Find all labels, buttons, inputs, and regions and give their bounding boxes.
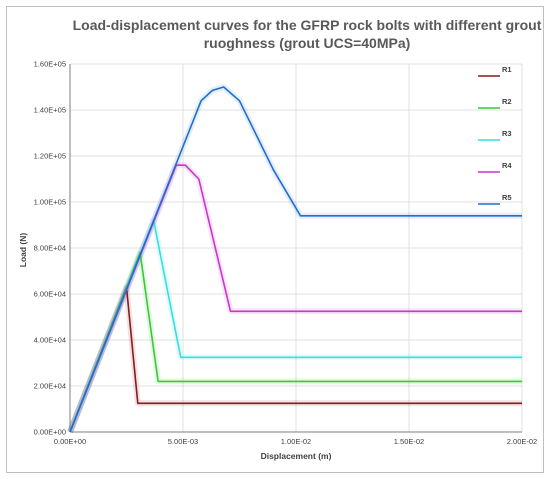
legend: R1 R2 R3 R4 R5 [478,65,512,205]
series-line-r5 [69,86,522,433]
chart-frame [6,6,544,473]
y-tick-label: 8.00E+04 [34,244,66,253]
x-tick-label: 1.50E-02 [394,437,424,446]
legend-label-r2: R2 [502,97,512,106]
x-tick-label: 2.00E-02 [507,437,537,446]
x-tick-label: 1.00E-02 [281,437,311,446]
series-lines [69,86,522,433]
legend-label-r1: R1 [502,65,512,74]
axes [69,64,522,433]
grid-lines [70,63,523,432]
y-tick-label: 1.00E+05 [34,198,66,207]
y-tick-label: 1.40E+05 [34,106,66,115]
x-axis-label: Displacement (m) [261,451,332,461]
y-tick-label: 0.00E+00 [34,428,66,437]
x-tick-label: 5.00E-03 [168,437,198,446]
legend-label-r3: R3 [502,129,512,138]
y-axis-label: Load (N) [18,233,28,268]
chart-title-line-1: Load-displacement curves for the GFRP ro… [73,17,542,33]
y-tick-label: 1.60E+05 [34,60,66,69]
y-tick-label: 6.00E+04 [34,290,66,299]
y-tick-label: 2.00E+04 [34,382,66,391]
chart-title-line-2: ruoghness (grout UCS=40MPa) [204,35,411,51]
legend-label-r5: R5 [502,193,512,202]
legend-label-r4: R4 [502,161,512,170]
x-tick-label: 0.00E+00 [54,437,86,446]
y-tick-label: 4.00E+04 [34,336,66,345]
y-tick-label: 1.20E+05 [34,152,66,161]
tick-labels: 0.00E+00 2.00E+04 4.00E+04 6.00E+04 8.00E+04… [34,60,538,447]
